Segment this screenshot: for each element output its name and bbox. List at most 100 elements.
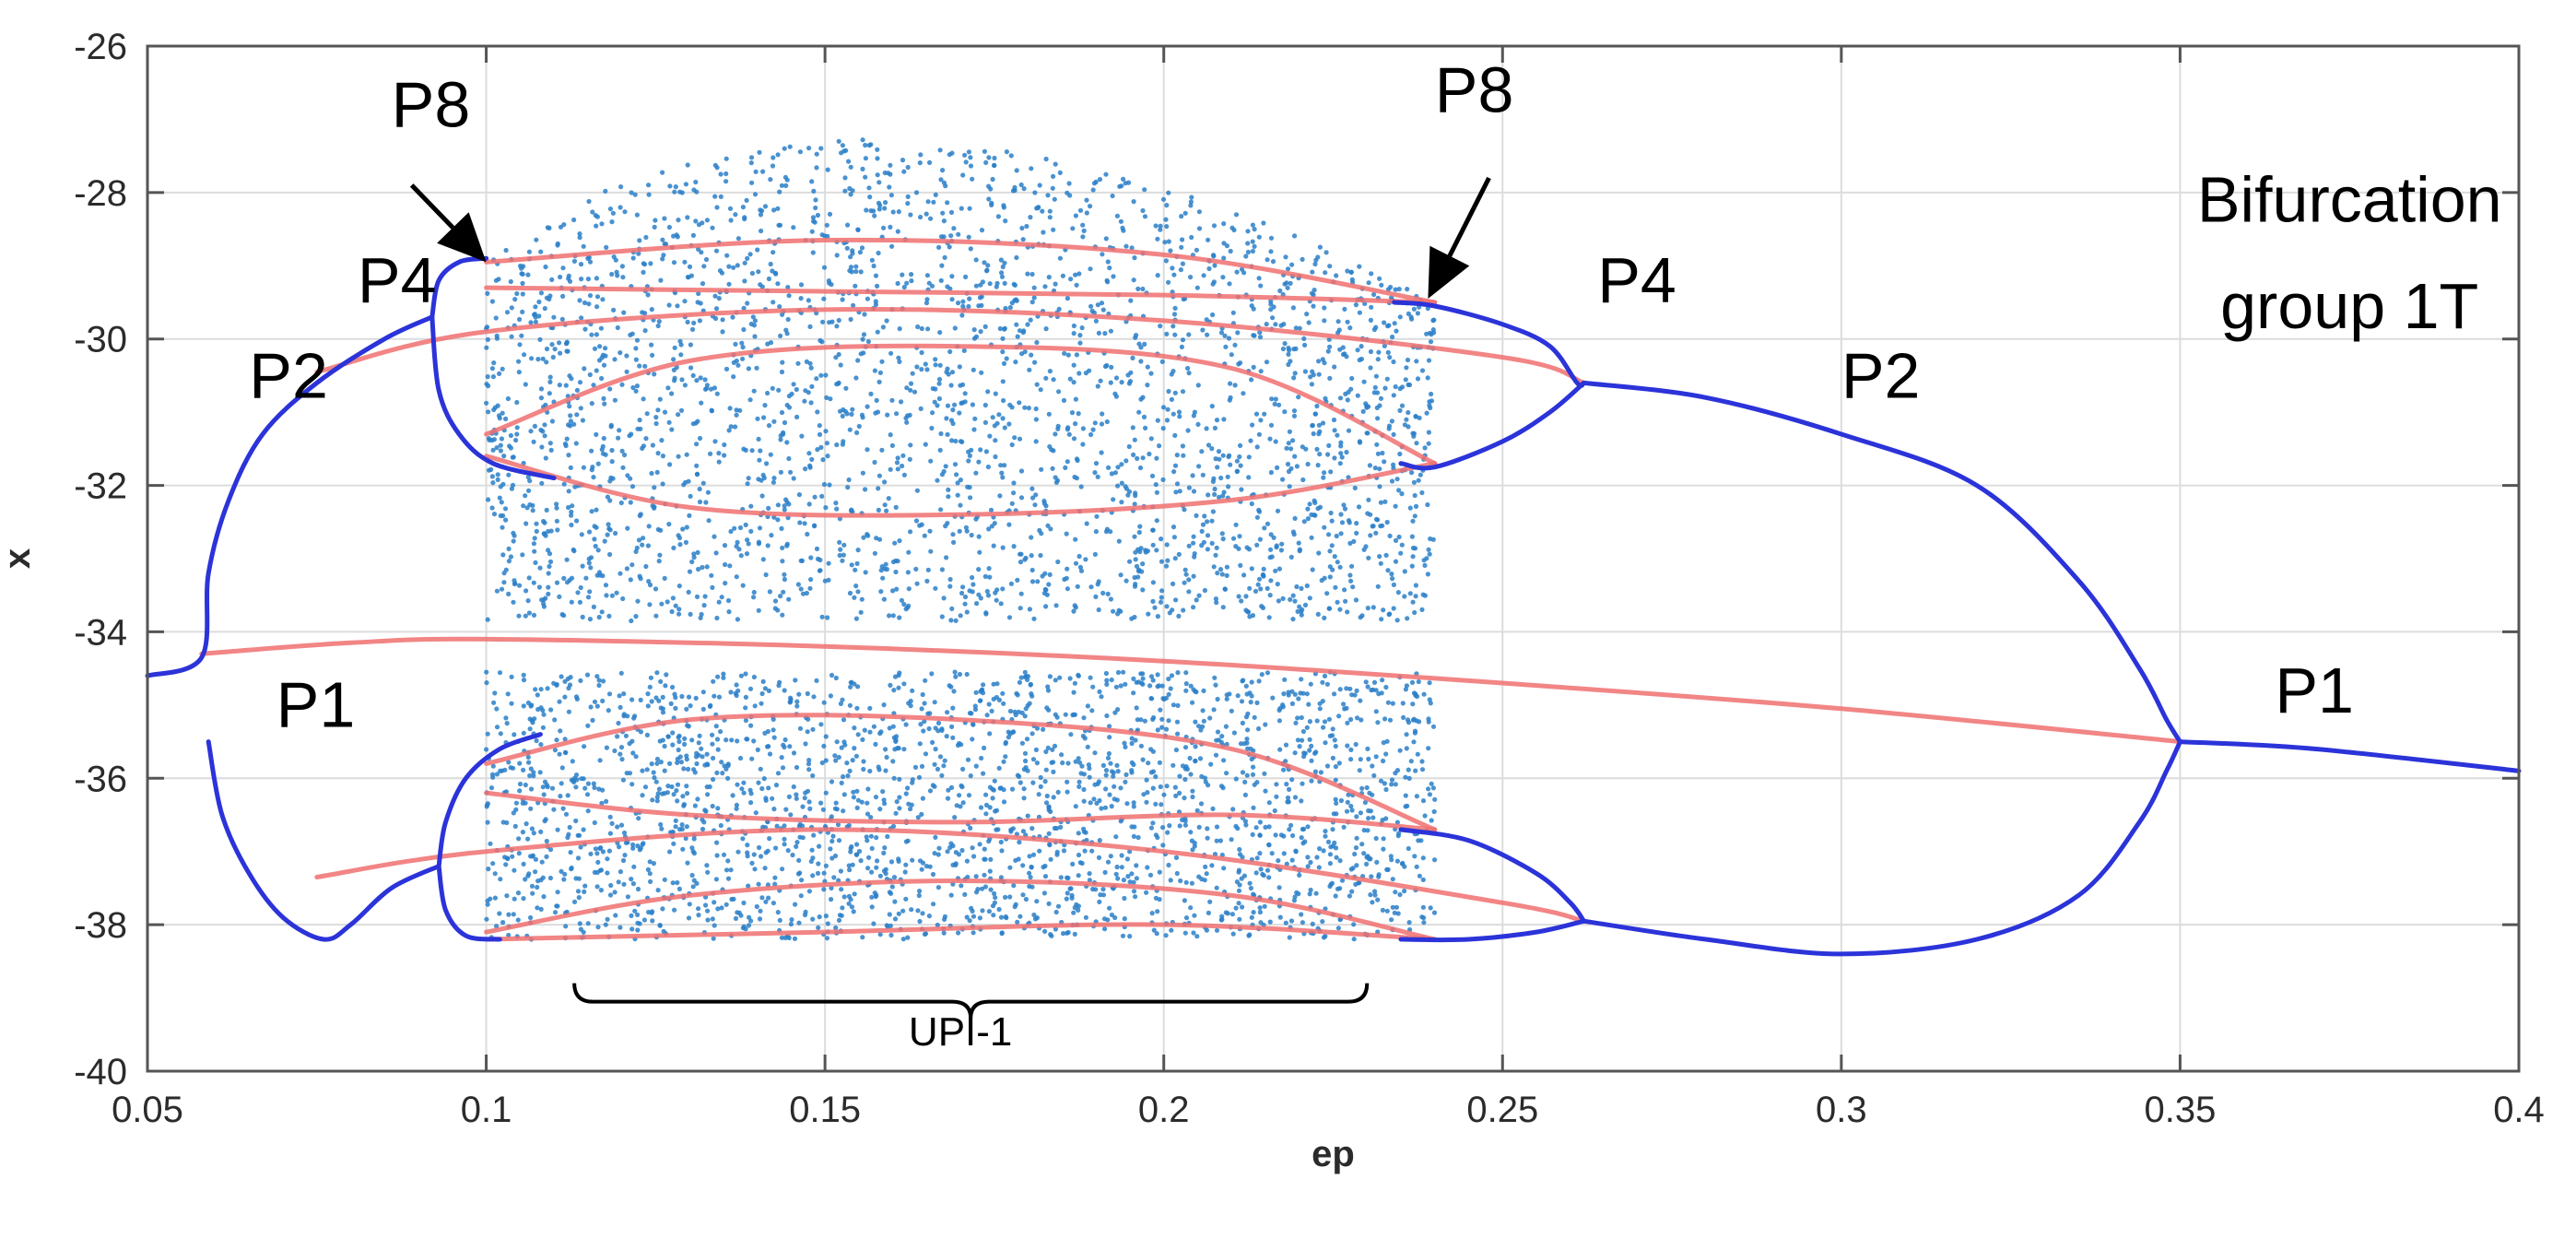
chaos-point [1358,810,1363,816]
chaos-point [1217,494,1222,501]
chaos-point [1396,488,1402,493]
chaos-point [1236,594,1241,599]
chaos-point [1252,243,1257,249]
chaos-point [1150,542,1156,548]
chaos-point [880,789,886,795]
chaos-point [827,482,832,488]
chaos-point [672,189,677,195]
chaos-point [1084,210,1089,216]
chaos-point [1407,591,1413,596]
chaos-point [1268,299,1274,304]
chaos-point [1323,829,1328,834]
chaos-point [980,908,985,914]
chaos-point [521,672,526,678]
chaos-point [514,425,520,430]
chaos-point [853,852,859,857]
chaos-point [749,448,755,454]
chaos-point [1380,678,1385,683]
chaos-point [1245,249,1251,255]
chaos-point [838,547,843,552]
chaos-point [790,852,795,858]
chaos-point [1345,268,1350,274]
chaos-point [1254,444,1260,450]
chaos-point [662,216,667,221]
chaos-point [854,788,860,794]
chaos-point [869,869,875,875]
chaos-point [1013,360,1018,365]
chaos-point [756,607,761,613]
chaos-point [1358,698,1363,703]
chaos-point [1155,273,1160,278]
chaos-point [494,725,500,730]
chaos-point [1150,678,1156,683]
chaos-point [1186,371,1192,376]
chaos-point [574,387,581,393]
chaos-point [1029,567,1035,573]
chaos-point [1390,877,1395,882]
chaos-point [1038,387,1043,393]
chaos-point [1391,431,1396,437]
chaos-point [735,782,740,787]
chaos-point [641,841,646,846]
chaos-point [797,870,803,876]
chaos-point [637,238,642,243]
chaos-point [1050,466,1055,471]
chaos-point [684,452,689,457]
chaos-point [1224,564,1229,570]
chaos-point [1377,554,1382,560]
chaos-point [1145,548,1150,554]
chaos-point [1368,856,1373,862]
chaos-point [1046,411,1052,417]
chaos-point [823,758,829,763]
chaos-point [1427,792,1432,797]
chaos-point [1196,593,1202,598]
chaos-point [685,319,690,324]
chaos-point [1134,705,1139,711]
chaos-point [894,734,900,739]
chaos-point [1258,867,1264,872]
chaos-point [829,838,835,844]
chaos-point [1009,405,1015,410]
chaos-point [1290,832,1296,839]
chaos-point [1155,418,1160,423]
chaos-point [1001,397,1006,404]
chaos-point [886,496,891,501]
chaos-point [601,395,606,401]
chaos-point [710,732,715,737]
chaos-point [783,183,789,188]
chaos-point [1201,539,1206,545]
chaos-point [1163,258,1169,264]
chaos-point [1131,452,1136,457]
chaos-point [941,218,947,224]
chaos-point [683,835,688,842]
chaos-point [1205,332,1210,337]
chaos-point [1074,282,1079,288]
chaos-point [965,757,971,762]
chaos-point [618,350,623,356]
chaos-point [713,306,720,312]
chaos-point [833,675,839,681]
chaos-point [1414,359,1419,364]
chaos-point [627,433,632,439]
chaos-point [1034,725,1041,731]
chaos-point [1426,716,1431,722]
chaos-point [605,532,610,537]
chaos-point [1384,908,1390,914]
chaos-point [774,823,780,829]
chaos-point [677,338,683,344]
chaos-point [1357,768,1362,773]
chaos-point [485,898,490,903]
chaos-point [939,567,945,572]
chaos-point [865,800,870,806]
chaos-point [621,712,627,717]
chaos-point [677,542,683,548]
chaos-point [1163,217,1169,222]
chaos-point [1400,384,1406,390]
chaos-point [745,737,750,742]
chaos-point [531,439,536,444]
chaos-point [699,611,704,618]
chaos-point [1332,428,1337,433]
chaos-point [753,169,759,174]
chaos-point [1245,711,1251,716]
chaos-point [1264,322,1269,327]
